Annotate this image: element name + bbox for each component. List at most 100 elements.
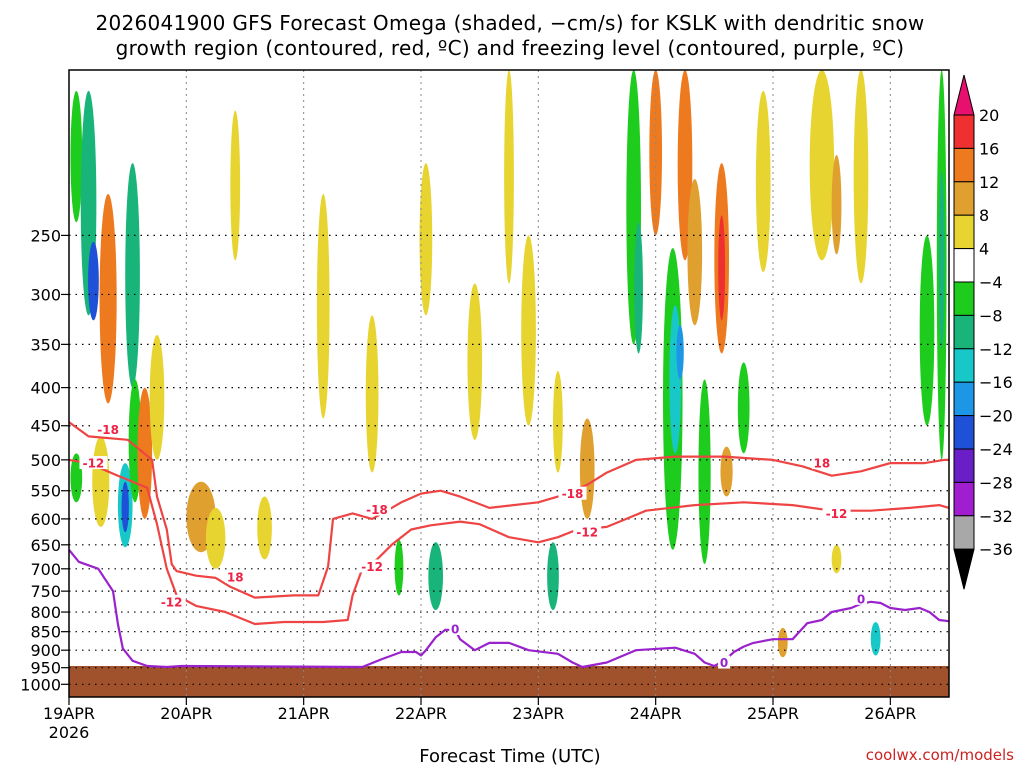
omega-patch-42 xyxy=(809,69,835,261)
omega-patch-16 xyxy=(316,194,330,419)
colorbar-segment-11 xyxy=(953,481,975,517)
x-axis-label: Forecast Time (UTC) xyxy=(419,746,600,767)
omega-patch-35 xyxy=(698,379,711,565)
omega-patch-11 xyxy=(149,334,165,460)
dgz-top-label-bg-0 xyxy=(94,422,123,436)
omega-patch-47 xyxy=(919,235,935,426)
colorbar-segment-8 xyxy=(953,381,975,417)
y-tick-label-350: 350 xyxy=(30,335,61,354)
omega-patch-15 xyxy=(257,496,272,560)
colorbar-segment-1 xyxy=(953,147,975,183)
omega-patch-13 xyxy=(205,507,226,569)
colorbar-label-9: −20 xyxy=(979,407,1013,426)
ground-fill xyxy=(69,665,949,697)
colorbar-segment-3 xyxy=(953,214,975,250)
dgz-bottom-label-0: -12 xyxy=(83,457,105,471)
colorbar-label-13: −36 xyxy=(979,540,1013,559)
colorbar-label-3: 8 xyxy=(979,206,989,225)
omega-patch-3 xyxy=(88,241,99,321)
dgz-bottom-label-1: -12 xyxy=(161,595,183,609)
freezing-level-label-0: 0 xyxy=(451,622,459,636)
contour-lines: -18 18 -18 -18 18 -12 -12 -12 -12 -12 0 0 0 xyxy=(68,421,950,670)
x-tick-label-25APR: 25APR xyxy=(747,704,799,723)
chart-title-line-1: 2026041900 GFS Forecast Omega (shaded, −… xyxy=(95,11,924,35)
dgz-top-label-bg-2 xyxy=(363,502,391,516)
omega-patch-4 xyxy=(99,194,117,404)
y-tick-label-900: 900 xyxy=(30,641,61,660)
freezing-level-label-bg-1 xyxy=(718,655,731,669)
x-tick-label-23APR: 23APR xyxy=(512,704,564,723)
y-tick-label-800: 800 xyxy=(30,603,61,622)
dgz-top-label-bg-3 xyxy=(558,486,587,500)
omega-patch-38 xyxy=(720,446,733,497)
y-axis-ticks: 2503003504004505005506006507007508008509… xyxy=(20,226,69,694)
grid-lines xyxy=(69,70,949,697)
colorbar-bottom-arrow xyxy=(953,548,975,590)
y-tick-label-300: 300 xyxy=(30,285,61,304)
colorbar-segment-12 xyxy=(953,515,975,550)
dgz-top-label-0: -18 xyxy=(97,423,119,437)
omega-patch-20 xyxy=(428,542,443,611)
colorbar-top-arrow xyxy=(953,74,975,116)
colorbar-label-6: −8 xyxy=(979,306,1003,325)
omega-patch-49 xyxy=(938,171,945,349)
x-tick-label-20APR: 20APR xyxy=(160,704,212,723)
colorbar-segment-6 xyxy=(953,314,975,350)
dgz-bottom-label-bg-1 xyxy=(157,594,186,608)
omega-shading xyxy=(70,69,947,658)
freezing-level-label-bg-0 xyxy=(449,621,462,635)
colorbar-segment-4 xyxy=(953,248,975,283)
y-tick-label-250: 250 xyxy=(30,226,61,245)
y-tick-label-750: 750 xyxy=(30,582,61,601)
omega-patch-28 xyxy=(634,222,643,354)
y-tick-label-600: 600 xyxy=(30,510,61,529)
dgz-bottom-label-bg-2 xyxy=(358,559,387,573)
omega-patch-46 xyxy=(870,622,881,656)
x-tick-label-26APR: 26APR xyxy=(864,704,916,723)
y-tick-label-450: 450 xyxy=(30,417,61,436)
omega-patch-21 xyxy=(467,283,483,440)
y-tick-label-1000: 1000 xyxy=(20,675,61,694)
credit-text: coolwx.com/models xyxy=(866,746,1014,764)
colorbar-label-8: −16 xyxy=(979,373,1013,392)
omega-patch-14 xyxy=(230,110,241,261)
omega-patch-44 xyxy=(831,544,842,574)
y-tick-label-400: 400 xyxy=(30,379,61,398)
x-tick-label-21APR: 21APR xyxy=(278,704,330,723)
colorbar-label-7: −12 xyxy=(979,340,1013,359)
colorbar-label-0: 20 xyxy=(979,106,999,125)
omega-patch-37 xyxy=(718,215,726,321)
omega-patch-32 xyxy=(676,325,684,380)
y-tick-label-700: 700 xyxy=(30,560,61,579)
colorbar-label-2: 12 xyxy=(979,173,999,192)
omega-patch-41 xyxy=(777,627,788,658)
omega-patch-25 xyxy=(553,370,563,473)
omega-patch-0 xyxy=(70,90,83,223)
y-tick-label-550: 550 xyxy=(30,482,61,501)
dgz-bottom-label-3: -12 xyxy=(576,526,598,540)
colorbar-label-5: −4 xyxy=(979,273,1003,292)
freezing-level-line xyxy=(68,549,950,669)
colorbar-label-11: −28 xyxy=(979,473,1013,492)
dgz-top-label-2: -18 xyxy=(366,503,388,517)
omega-patch-19 xyxy=(419,163,433,316)
dgz-top-label-1: 18 xyxy=(227,571,244,585)
omega-patch-1 xyxy=(70,453,83,503)
freezing-level-label-2: 0 xyxy=(857,592,865,606)
omega-patch-39 xyxy=(737,362,750,454)
omega-patch-17 xyxy=(365,315,379,473)
omega-patch-26 xyxy=(579,418,595,519)
chart-title-line-2: growth region (contoured, red, ºC) and f… xyxy=(116,36,905,60)
omega-patch-34 xyxy=(687,178,703,326)
omega-patch-5 xyxy=(92,436,110,527)
dgz-bottom-label-bg-3 xyxy=(573,525,602,539)
x-tick-sublabel-year: 2026 xyxy=(49,723,90,742)
omega-patch-24 xyxy=(547,542,559,611)
colorbar-label-12: −32 xyxy=(979,507,1013,526)
omega-patch-22 xyxy=(504,69,514,284)
omega-patch-18 xyxy=(394,539,404,596)
colorbar-label-1: 16 xyxy=(979,139,999,158)
omega-patch-7 xyxy=(121,481,129,533)
